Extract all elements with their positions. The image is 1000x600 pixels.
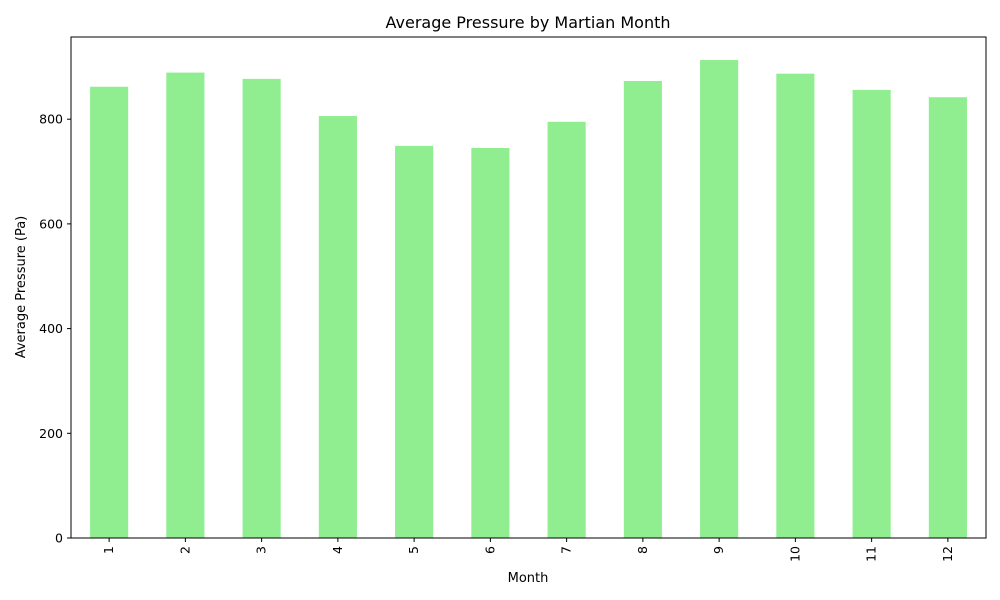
y-tick-label: 800 xyxy=(39,112,63,127)
bar-month-8 xyxy=(623,80,662,539)
x-tick-label: 10 xyxy=(787,546,802,562)
x-axis: 1 2 3 4 5 6 7 8 9 10 11 12 xyxy=(101,538,955,562)
x-axis-label: Month xyxy=(508,571,549,586)
x-tick-label: 2 xyxy=(177,546,192,554)
plot-frame xyxy=(70,36,987,539)
x-tick-label: 7 xyxy=(559,546,574,554)
y-tick-label: 200 xyxy=(39,426,63,441)
bar-month-4 xyxy=(318,116,357,538)
x-tick-label: 8 xyxy=(635,546,650,554)
bar-month-9 xyxy=(700,60,739,538)
bar-month-10 xyxy=(776,73,815,539)
x-tick-label: 9 xyxy=(711,546,726,554)
x-tick-label: 11 xyxy=(864,546,879,562)
bar-month-12 xyxy=(928,97,967,538)
x-tick-label: 4 xyxy=(330,546,345,554)
x-tick-label: 1 xyxy=(101,546,116,554)
x-tick-label: 6 xyxy=(482,546,497,554)
y-axis: 0 200 400 600 800 xyxy=(39,112,71,546)
bar-month-6 xyxy=(471,147,510,539)
chart-title: Average Pressure by Martian Month xyxy=(386,13,671,32)
bar-month-1 xyxy=(90,86,129,538)
bar-month-7 xyxy=(547,121,586,538)
bar-month-3 xyxy=(242,78,281,539)
bar-month-2 xyxy=(166,72,205,538)
y-tick-label: 400 xyxy=(39,321,63,336)
y-tick-label: 0 xyxy=(55,531,63,546)
x-tick-label: 3 xyxy=(254,546,269,554)
y-tick-label: 600 xyxy=(39,216,63,231)
y-axis-label: Average Pressure (Pa) xyxy=(14,216,29,359)
x-tick-label: 5 xyxy=(406,546,421,554)
bar-month-5 xyxy=(395,145,434,538)
bars-group xyxy=(90,60,967,539)
x-tick-label: 12 xyxy=(940,546,955,562)
bar-month-11 xyxy=(852,89,891,539)
